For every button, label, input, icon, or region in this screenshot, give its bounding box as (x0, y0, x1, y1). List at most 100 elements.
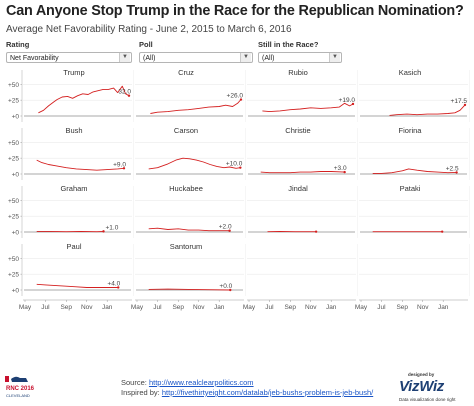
panel-pataki: Pataki (360, 184, 467, 233)
y-tick-label: +25 (8, 214, 19, 221)
x-tick-label: Nov (305, 304, 317, 311)
x-tick-label: Jul (41, 304, 50, 311)
rating-select-value: Net Favorability (10, 55, 59, 62)
panel-title: Paul (66, 242, 81, 251)
series-line (150, 99, 242, 114)
panel-rubio: Rubio +19.0 (248, 68, 356, 117)
x-tick-label: Sep (396, 304, 408, 311)
rating-filter-label: Rating (6, 40, 30, 49)
panel-title: Santorum (170, 242, 203, 251)
poll-filter-label: Poll (139, 40, 153, 49)
end-value-label: +10.0 (226, 161, 243, 168)
brand-caption: designed by (408, 372, 435, 377)
panel-title: Fiorina (399, 126, 423, 135)
panel-kasich: Kasich +17.5 (360, 68, 468, 117)
panel-title: Cruz (178, 68, 194, 77)
still-in-race-filter-label: Still in the Race? (258, 40, 319, 49)
panel-title: Kasich (399, 68, 422, 77)
y-tick-label: +25 (8, 272, 19, 279)
still-in-race-select-value: (All) (262, 55, 275, 62)
end-value-label: +3.0 (334, 165, 347, 172)
panel-title: Graham (60, 184, 87, 193)
end-point (343, 170, 346, 174)
end-point (314, 230, 318, 233)
end-point (117, 286, 120, 289)
x-tick-label: Jul (377, 304, 386, 311)
panel-huckabee: Huckabee +2.0 (136, 184, 243, 233)
series-line (262, 102, 354, 113)
logo-subtext: CLEVELAND (6, 393, 30, 398)
end-value-label: +19.0 (339, 97, 356, 104)
panel-cruz: Cruz +26.0 (136, 68, 244, 117)
end-value-label: 32.0 (118, 89, 131, 96)
y-tick-label: +0 (12, 288, 20, 295)
source-link[interactable]: http://www.realclearpolitics.com (148, 378, 254, 387)
panel-title: Trump (63, 68, 84, 77)
chevron-down-icon: ▼ (329, 53, 340, 62)
end-point (239, 166, 242, 169)
end-value-label: +1.0 (106, 224, 119, 231)
x-tick-label: May (131, 304, 144, 311)
panel-paul: Paul +4.0 (24, 242, 131, 291)
series-line (36, 283, 119, 288)
chevron-down-icon: ▼ (240, 53, 251, 62)
y-tick-label: +25 (8, 98, 19, 105)
source-notes: Source: http://www.realclearpolitics.com… (121, 378, 373, 398)
inspired-prefix: Inspired by: (121, 388, 162, 397)
end-value-label: +0.0 (219, 283, 232, 290)
series-line (148, 157, 241, 170)
end-point (122, 167, 126, 170)
panel-title: Jindal (288, 184, 308, 193)
end-value-label: +2.5 (446, 165, 459, 172)
x-tick-label: Nov (81, 304, 93, 311)
rating-select[interactable]: Net Favorability ▼ (6, 52, 132, 63)
x-tick-label: Jan (326, 304, 337, 311)
end-point (229, 288, 232, 292)
panel-title: Bush (65, 126, 82, 135)
panel-santorum: Santorum +0.0 (136, 242, 243, 292)
logo-text: RNC 2016 (6, 386, 35, 392)
series-line (38, 85, 130, 114)
series-line (372, 168, 457, 174)
x-tick-label: Jan (102, 304, 113, 311)
end-value-label: +26.0 (227, 93, 244, 100)
panel-title: Carson (174, 126, 198, 135)
source-prefix: Source: (121, 378, 149, 387)
poll-select[interactable]: (All) ▼ (139, 52, 253, 63)
series-line (148, 288, 231, 291)
panel-trump: Trump 32.0 (24, 68, 131, 117)
x-tick-label: May (243, 304, 256, 311)
x-tick-label: May (355, 304, 368, 311)
series-line (36, 159, 125, 171)
y-tick-label: +50 (8, 256, 19, 263)
x-tick-label: Sep (60, 304, 72, 311)
series-line (260, 171, 345, 174)
panel-title: Christie (285, 126, 310, 135)
end-point (351, 102, 355, 106)
series-line (389, 104, 466, 116)
end-value-label: +4.0 (107, 280, 120, 287)
x-tick-label: Jul (153, 304, 162, 311)
panel-title: Rubio (288, 68, 308, 77)
end-value-label: +9.0 (113, 161, 126, 168)
x-tick-label: Jul (265, 304, 274, 311)
end-value-label: +17.5 (451, 98, 468, 105)
end-value-label: +2.0 (219, 224, 232, 231)
panel-graham: Graham +1.0 (24, 184, 131, 233)
rnc-logo: RNC 2016 CLEVELAND (5, 376, 35, 398)
end-point (455, 171, 458, 174)
end-point (463, 103, 467, 107)
y-tick-label: +25 (8, 156, 19, 163)
chevron-down-icon: ▼ (119, 53, 130, 62)
small-multiples-chart: +50 +25 +0 Trump 32.0 Cruz +26.0 Rubio +19.0 Kasi… (8, 68, 470, 311)
end-point (127, 94, 131, 97)
x-tick-label: Sep (284, 304, 296, 311)
x-tick-label: Jan (438, 304, 449, 311)
panel-fiorina: Fiorina +2.5 (360, 126, 467, 175)
y-tick-label: +50 (8, 82, 19, 89)
end-point (440, 230, 444, 233)
still-in-race-select[interactable]: (All) ▼ (258, 52, 342, 63)
x-tick-label: Nov (193, 304, 205, 311)
inspired-link[interactable]: http://fivethirtyeight.com/datalab/jeb-b… (161, 388, 374, 397)
x-tick-label: May (19, 304, 32, 311)
